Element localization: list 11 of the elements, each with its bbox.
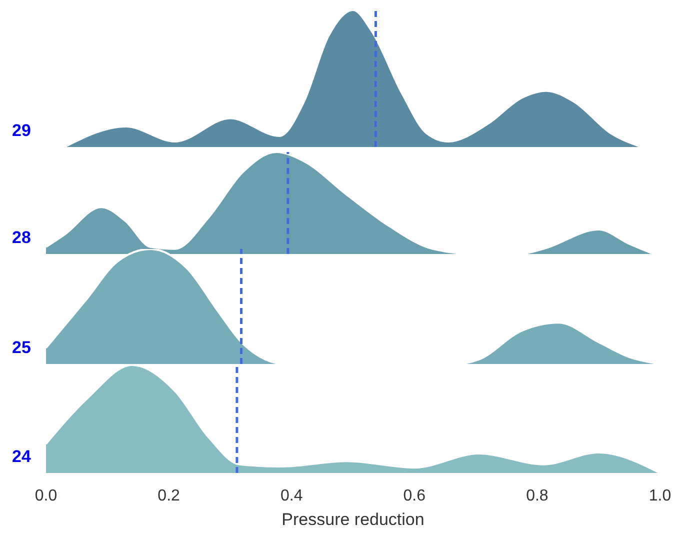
y-axis-title: 25: [12, 338, 31, 358]
x-tick-label: 0.6: [403, 487, 426, 504]
x-tick-label: 0.2: [158, 487, 180, 504]
x-axis-title: Pressure reduction: [282, 510, 424, 529]
y-axis-title: 29: [12, 121, 31, 141]
x-tick-label: 0.4: [280, 487, 303, 504]
y-axis-title: 24: [12, 447, 31, 467]
x-tick-label: 0.8: [526, 487, 548, 504]
x-tick-label: 0.0: [34, 487, 58, 504]
x-tick-label: 1.0: [648, 487, 672, 504]
y-axis-title: 28: [12, 228, 31, 248]
